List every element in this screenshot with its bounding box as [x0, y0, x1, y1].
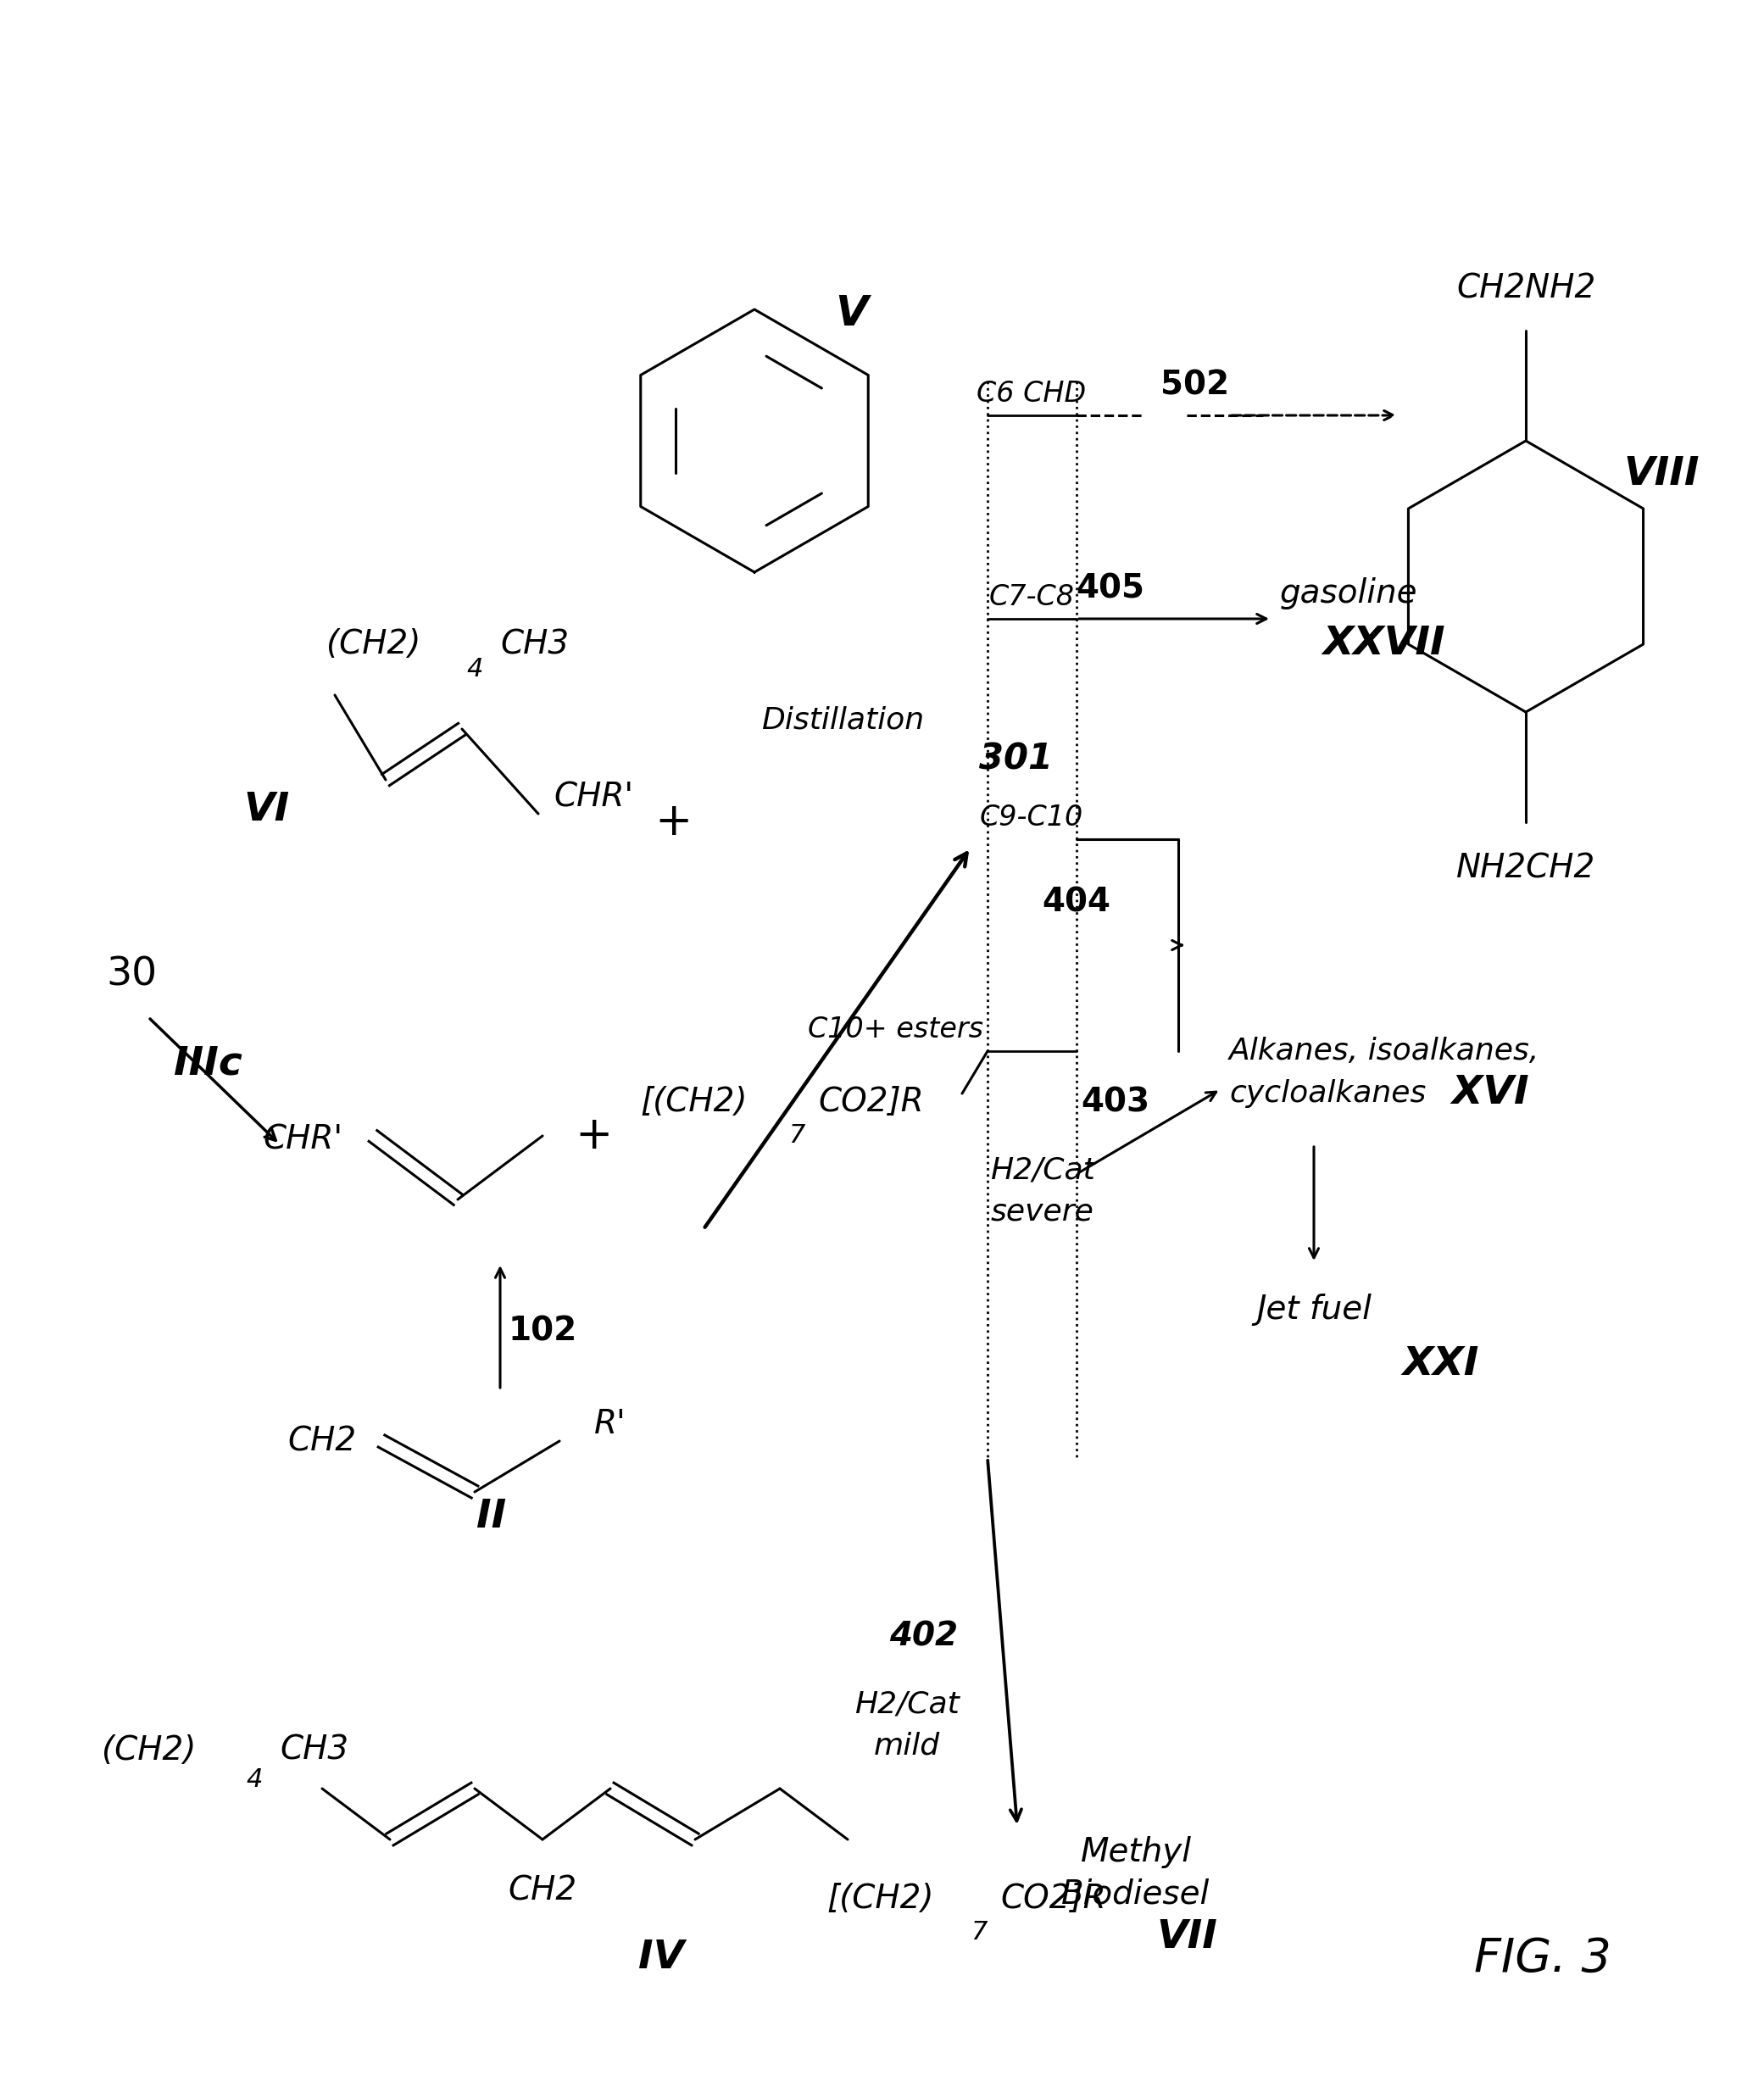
- Text: II: II: [476, 1498, 506, 1536]
- Text: [(CH2): [(CH2): [827, 1882, 933, 1915]
- Text: 402: 402: [889, 1620, 958, 1651]
- Text: CHR': CHR': [263, 1125, 342, 1156]
- Text: CH3: CH3: [280, 1735, 349, 1767]
- Text: Methyl: Methyl: [1080, 1836, 1191, 1869]
- Text: C10+ esters: C10+ esters: [808, 1015, 983, 1045]
- Text: CO2]R: CO2]R: [818, 1087, 924, 1118]
- Text: CHR': CHR': [554, 780, 633, 812]
- Text: H2/Cat: H2/Cat: [854, 1689, 960, 1718]
- Text: cycloalkanes: cycloalkanes: [1230, 1078, 1425, 1108]
- Text: severe: severe: [991, 1198, 1094, 1227]
- Text: C6 CHD: C6 CHD: [977, 380, 1087, 409]
- Text: CH3: CH3: [501, 627, 570, 661]
- Text: (CH2): (CH2): [102, 1735, 196, 1767]
- Text: (CH2): (CH2): [326, 627, 422, 661]
- Text: Jet fuel: Jet fuel: [1256, 1294, 1371, 1326]
- Text: CO2]R: CO2]R: [1000, 1882, 1106, 1915]
- Text: 4: 4: [466, 657, 483, 682]
- Text: gasoline: gasoline: [1281, 577, 1418, 611]
- Text: CH2NH2: CH2NH2: [1457, 273, 1595, 304]
- Text: IV: IV: [639, 1939, 684, 1976]
- Text: VII: VII: [1155, 1918, 1217, 1955]
- Text: IIIc: IIIc: [173, 1045, 242, 1083]
- Text: H2/Cat: H2/Cat: [990, 1156, 1095, 1183]
- Text: NH2CH2: NH2CH2: [1457, 852, 1595, 885]
- Text: FIG. 3: FIG. 3: [1475, 1936, 1611, 1981]
- Text: XXVII: XXVII: [1323, 625, 1445, 663]
- Text: XXI: XXI: [1402, 1345, 1480, 1385]
- Text: 502: 502: [1161, 369, 1230, 403]
- Text: 7: 7: [970, 1920, 988, 1945]
- Text: CH2: CH2: [288, 1425, 356, 1458]
- Text: Distillation: Distillation: [760, 707, 924, 734]
- Text: Alkanes, isoalkanes,: Alkanes, isoalkanes,: [1230, 1036, 1540, 1066]
- Text: Biodiesel: Biodiesel: [1062, 1878, 1210, 1911]
- Text: 403: 403: [1081, 1087, 1150, 1118]
- Text: +: +: [654, 799, 693, 843]
- Text: 405: 405: [1076, 573, 1145, 604]
- Text: +: +: [575, 1114, 612, 1158]
- Text: V: V: [836, 294, 868, 334]
- Text: 301: 301: [979, 741, 1053, 776]
- Text: mild: mild: [873, 1731, 940, 1760]
- Text: C9-C10: C9-C10: [979, 804, 1083, 833]
- Text: VIII: VIII: [1623, 455, 1699, 493]
- Text: CH2: CH2: [508, 1874, 577, 1907]
- Text: R': R': [594, 1408, 626, 1439]
- Text: XVI: XVI: [1424, 1074, 1529, 1112]
- Text: 4: 4: [247, 1769, 263, 1792]
- Text: 30: 30: [106, 957, 157, 994]
- Text: VI: VI: [243, 791, 289, 829]
- Text: [(CH2): [(CH2): [640, 1087, 748, 1118]
- Text: 404: 404: [1043, 887, 1111, 919]
- Text: 102: 102: [508, 1315, 577, 1347]
- Text: 7: 7: [789, 1125, 804, 1148]
- Text: C7-C8: C7-C8: [990, 583, 1074, 613]
